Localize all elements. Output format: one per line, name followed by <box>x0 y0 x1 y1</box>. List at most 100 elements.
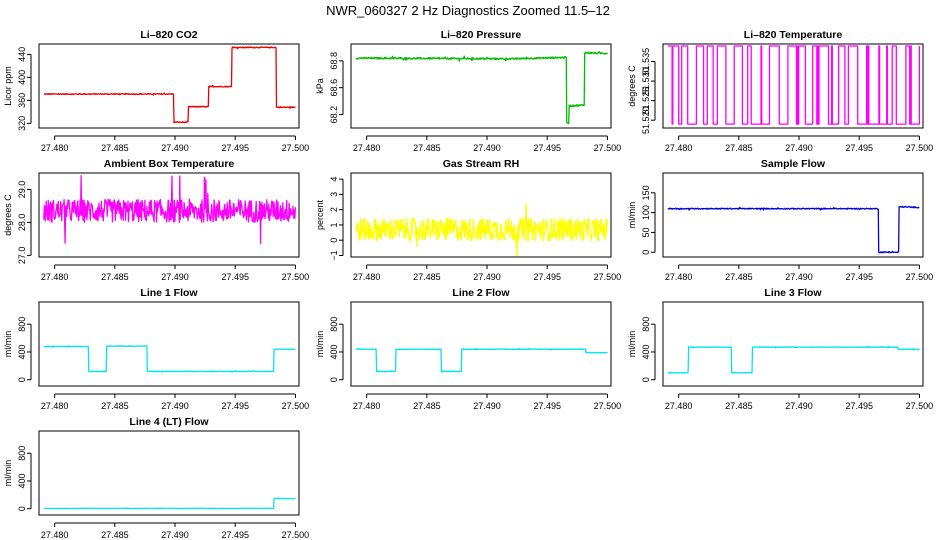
x-tick-label: 27.490 <box>161 272 189 282</box>
y-tick-label: 3 <box>329 192 339 197</box>
series-line <box>43 345 296 373</box>
x-axis: 27.480 27.485 27.490 27.495 27.500 <box>665 264 934 282</box>
y-tick-label: 800 <box>641 317 651 332</box>
y-axis-label: ml/min <box>3 331 13 358</box>
chart-title: Line 1 Flow <box>140 287 198 299</box>
y-tick-label: 800 <box>17 446 27 461</box>
data-series <box>667 45 921 125</box>
y-axis-label: kPa <box>315 78 325 94</box>
series-line <box>43 497 296 510</box>
y-tick-label: 100 <box>641 205 651 220</box>
chart-panel-line4: Line 4 (LT) Flow ml/min 27.480 27.485 27.490… <box>3 416 309 540</box>
series-line <box>43 174 297 245</box>
y-tick-label: 50 <box>641 227 651 237</box>
x-tick-label: 27.480 <box>353 272 381 282</box>
figure-title: NWR_060327 2 Hz Diagnostics Zoomed 11.5–… <box>326 3 610 18</box>
chart-title: Li–820 CO2 <box>140 29 197 41</box>
y-tick-label: 0 <box>641 377 651 382</box>
x-tick-label: 27.490 <box>785 401 813 411</box>
y-tick-label: 51.525 <box>641 87 651 115</box>
series-line <box>667 205 920 254</box>
x-tick-label: 27.500 <box>594 143 622 153</box>
x-tick-label: 27.500 <box>906 272 934 282</box>
y-tick-label: 0 <box>17 377 27 382</box>
chart-panel-pressure: Li–820 Pressure kPa 27.480 27.485 27.490 27.4… <box>315 29 621 153</box>
series-line <box>667 345 920 374</box>
chart-title: Line 2 Flow <box>452 287 510 299</box>
x-tick-label: 27.500 <box>282 272 310 282</box>
x-tick-label: 27.490 <box>473 272 501 282</box>
y-tick-label: 0 <box>17 506 27 511</box>
y-axis-label: ml/min <box>627 202 637 229</box>
data-series <box>43 345 296 373</box>
x-tick-label: 27.495 <box>845 143 873 153</box>
data-series <box>667 345 920 374</box>
x-tick-label: 27.485 <box>413 272 441 282</box>
plot-frame <box>38 430 300 516</box>
x-tick-label: 27.500 <box>282 401 310 411</box>
y-tick-label: 400 <box>17 70 27 85</box>
y-tick-label: 2 <box>329 207 339 212</box>
plot-frame <box>350 301 612 387</box>
x-tick-label: 27.485 <box>413 401 441 411</box>
x-tick-label: 27.490 <box>161 530 189 540</box>
chart-title: Line 3 Flow <box>764 287 822 299</box>
y-tick-label: 68.8 <box>329 52 339 70</box>
x-tick-label: 27.495 <box>845 272 873 282</box>
x-tick-label: 27.480 <box>41 272 69 282</box>
plot-frame <box>350 172 612 258</box>
y-tick-label: 400 <box>17 473 27 488</box>
x-tick-label: 27.480 <box>41 530 69 540</box>
x-axis: 27.480 27.485 27.490 27.495 27.500 <box>353 393 622 411</box>
y-tick-label: 1 <box>329 222 339 227</box>
y-tick-label: 400 <box>329 344 339 359</box>
plot-frame <box>38 301 300 387</box>
y-tick-label: 51.535 <box>641 48 651 76</box>
x-tick-label: 27.480 <box>353 143 381 153</box>
plot-frame <box>662 172 924 258</box>
y-axis: 0 400 800 <box>17 317 32 382</box>
y-tick-label: 440 <box>17 47 27 62</box>
x-tick-label: 27.495 <box>221 401 249 411</box>
x-tick-label: 27.495 <box>845 401 873 411</box>
y-axis-label: percent <box>315 199 325 230</box>
x-tick-label: 27.490 <box>161 401 189 411</box>
y-tick-label: 0 <box>641 250 651 255</box>
y-tick-label: 0 <box>329 238 339 243</box>
plot-frame <box>38 43 300 129</box>
y-axis: 0 400 800 <box>641 317 656 382</box>
x-axis: 27.480 27.485 27.490 27.495 27.500 <box>41 264 310 282</box>
series-line <box>667 45 921 125</box>
y-axis: 0 50 100 150 <box>641 185 656 255</box>
data-series <box>43 46 296 124</box>
chart-title: Li–820 Pressure <box>441 29 522 41</box>
x-tick-label: 27.495 <box>221 272 249 282</box>
x-tick-label: 27.490 <box>161 143 189 153</box>
y-tick-label: 0 <box>329 377 339 382</box>
x-axis: 27.480 27.485 27.490 27.495 27.500 <box>41 522 309 540</box>
y-tick-label: 68.6 <box>329 79 339 97</box>
x-tick-label: 27.495 <box>221 143 249 153</box>
y-tick-label: 27.0 <box>17 247 27 265</box>
data-series <box>355 202 609 258</box>
series-line <box>355 50 608 125</box>
x-tick-label: 27.480 <box>665 272 693 282</box>
y-axis-label: ml/min <box>3 460 13 487</box>
x-tick-label: 27.500 <box>594 272 622 282</box>
x-tick-label: 27.495 <box>533 401 561 411</box>
y-tick-label: 400 <box>641 344 651 359</box>
data-series <box>355 50 608 125</box>
y-axis: 68.2 68.6 68.8 <box>329 52 344 123</box>
y-tick-label: 800 <box>329 317 339 332</box>
x-tick-label: 27.490 <box>785 143 813 153</box>
x-axis: 27.480 27.485 27.490 27.495 27.500 <box>353 264 622 282</box>
y-axis-label: ml/min <box>627 331 637 358</box>
x-tick-label: 27.480 <box>353 401 381 411</box>
x-tick-label: 27.500 <box>594 401 622 411</box>
x-tick-label: 27.490 <box>785 272 813 282</box>
x-axis: 27.480 27.485 27.490 27.495 27.500 <box>353 135 622 153</box>
